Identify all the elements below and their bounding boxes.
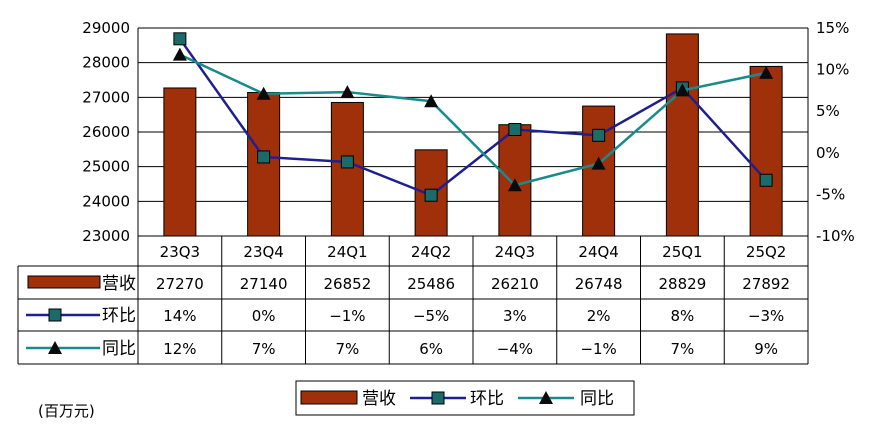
point-同比-23Q3: [172, 47, 187, 61]
table-cell: 27140: [240, 275, 288, 293]
point-同比-25Q1: [675, 83, 690, 97]
bar-24Q1: [330, 101, 364, 237]
point-环比-24Q3: [508, 123, 522, 137]
line-同比: [179, 53, 767, 187]
bar-24Q4: [582, 105, 616, 237]
bar-23Q3: [163, 87, 197, 237]
table-cell: 0%: [252, 307, 276, 325]
table-cell: −3%: [748, 307, 784, 325]
x-tick-25Q1: 25Q1: [662, 243, 702, 261]
x-tick-24Q2: 24Q2: [411, 243, 451, 261]
legend-key-marker: [431, 391, 445, 405]
bar-25Q1: [665, 33, 699, 237]
legend-label: 环比: [470, 389, 504, 409]
point-环比-24Q1: [340, 155, 354, 169]
axes: 23000 24000 25000 26000 27000 28000 29000 -10% -…: [82, 19, 854, 245]
y-left-tick: 28000: [82, 54, 130, 72]
table-cell: 7%: [252, 340, 276, 358]
table-cell: 7%: [670, 340, 694, 358]
x-tick-24Q4: 24Q4: [578, 243, 618, 261]
point-环比-23Q3: [173, 32, 187, 46]
point-环比-23Q4: [257, 150, 271, 164]
table-cell: 28829: [659, 275, 707, 293]
table-cell: −4%: [497, 340, 533, 358]
table-cell: 7%: [335, 340, 359, 358]
data-table: 23Q3 23Q4 24Q1 24Q2 24Q3 24Q4 25Q1 25Q2 营收 27270 2…: [17, 236, 809, 365]
line-环比: [178, 38, 768, 197]
table-cell: 2%: [587, 307, 611, 325]
table-key-marker: [48, 308, 62, 322]
x-tick-23Q4: 23Q4: [243, 243, 283, 261]
table-cell: −1%: [580, 340, 616, 358]
point-同比-24Q1: [340, 85, 355, 99]
table-key-bar: [27, 275, 101, 289]
table-cell: 25486: [407, 275, 455, 293]
y-left-tick: 27000: [82, 88, 130, 106]
line-series: [172, 32, 774, 202]
table-row-label: 环比: [102, 306, 136, 326]
point-环比-24Q4: [592, 128, 606, 142]
table-cell: 27270: [156, 275, 204, 293]
legend-key-bar: [300, 390, 358, 405]
table-cell: 26210: [491, 275, 539, 293]
bar-25Q2: [749, 65, 783, 237]
table-cell: 26748: [575, 275, 623, 293]
legend: 营收 环比 同比: [295, 380, 635, 416]
grid-lines: [138, 27, 808, 237]
table-row-label: 营收: [102, 274, 136, 294]
legend-label: 同比: [580, 389, 614, 409]
y-left-tick: 29000: [82, 19, 130, 37]
point-环比-24Q2: [424, 188, 438, 202]
point-同比-24Q3: [507, 178, 522, 192]
y-left-tick: 24000: [82, 192, 130, 210]
point-同比-24Q2: [424, 94, 439, 108]
table-cell: −1%: [329, 307, 365, 325]
y-left-tick: 23000: [82, 227, 130, 245]
y-right-tick: 10%: [816, 61, 849, 79]
table-cell: 8%: [670, 307, 694, 325]
table-cell: 9%: [754, 340, 778, 358]
y-right-tick: 0%: [816, 144, 840, 162]
table-cell: 27892: [742, 275, 790, 293]
bar-23Q4: [247, 91, 281, 237]
x-tick-23Q3: 23Q3: [160, 243, 200, 261]
table-cell: 3%: [503, 307, 527, 325]
point-环比-25Q2: [759, 173, 773, 187]
legend-label: 营收: [362, 389, 396, 409]
y-right-tick: -10%: [816, 227, 855, 245]
y-right-tick: 5%: [816, 102, 840, 120]
table-cell: −5%: [413, 307, 449, 325]
table-cell: 26852: [324, 275, 372, 293]
bar-series: [163, 33, 783, 237]
point-同比-24Q4: [591, 156, 606, 170]
table-cell: 6%: [419, 340, 443, 358]
point-同比-23Q4: [256, 86, 271, 100]
x-tick-24Q1: 24Q1: [327, 243, 367, 261]
x-tick-24Q3: 24Q3: [495, 243, 535, 261]
x-tick-25Q2: 25Q2: [746, 243, 786, 261]
y-right-tick: -5%: [816, 185, 845, 203]
y-right-tick: 15%: [816, 19, 849, 37]
point-同比-25Q2: [759, 65, 774, 79]
legend-key-marker: [539, 391, 553, 404]
y-left-tick: 26000: [82, 123, 130, 141]
unit-label: (百万元): [38, 402, 95, 420]
table-key-marker: [48, 341, 62, 354]
table-cell: 14%: [163, 307, 196, 325]
y-left-tick: 25000: [82, 158, 130, 176]
table-cell: 12%: [163, 340, 196, 358]
table-row-label: 同比: [102, 339, 136, 359]
